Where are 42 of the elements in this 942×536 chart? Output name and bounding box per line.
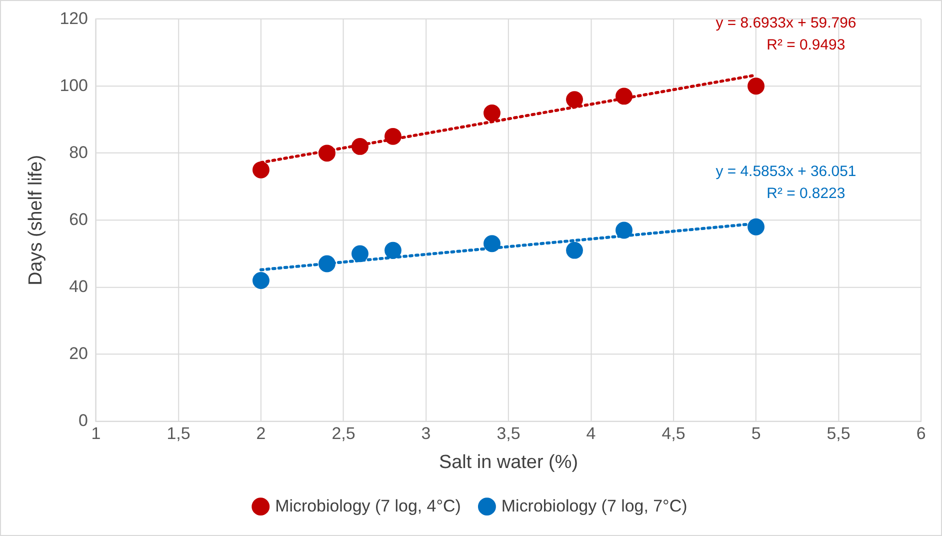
point [484,104,500,122]
point [748,78,765,95]
x-tick-label: 2 [256,424,266,444]
point [616,222,632,239]
point [318,255,336,272]
y-tick-label: 20 [69,344,88,363]
point [748,218,765,236]
x-tick-label: 5,5 [826,424,850,444]
point [384,128,402,145]
point [352,245,368,262]
point [252,161,270,178]
y-tick-label: 120 [60,8,88,28]
y-tick-label: 40 [69,276,88,296]
legend-label: Microbiology (7 log, 7°C) [501,496,688,516]
y-axis-title: Days (shelf life) [26,154,47,286]
y-tick-label: 0 [78,410,88,430]
x-tick-label: 3 [421,424,431,444]
y-tick-label: 100 [60,76,88,95]
x-tick-label: 4,5 [662,424,686,444]
x-axis-title: Salt in water (%) [438,452,578,474]
point [566,91,583,108]
x-tick-label: 2,5 [332,424,356,444]
x-tick-label: 4 [586,424,596,444]
y-tick-label: 60 [69,210,88,229]
point [318,144,336,162]
point [384,242,402,259]
point [484,235,500,252]
point [616,88,632,105]
point [566,242,583,259]
y-tick-label: 80 [69,142,88,162]
point [252,272,270,289]
annotation: R² = 0.9493 [766,36,846,54]
x-tick-label: 3,5 [496,424,520,444]
x-tick-label: 1 [91,424,101,444]
x-tick-label: 5 [751,424,761,444]
annotation: y = 8.6933x + 59.796 [716,14,856,32]
legend-label: Microbiology (7 log, 4°C) [275,496,461,516]
point [352,138,368,155]
annotation: y = 4.5853x + 36.051 [716,162,856,180]
x-tick-label: 6 [916,424,926,444]
annotation: R² = 0.8223 [766,184,846,202]
x-tick-label: 1,5 [166,424,190,444]
